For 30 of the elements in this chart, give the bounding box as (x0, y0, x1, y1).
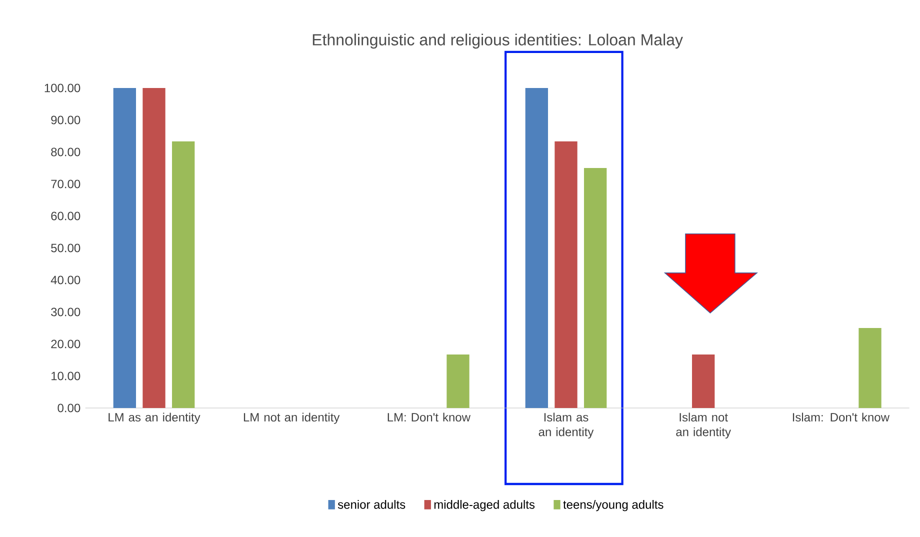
y-tick-label: 30.00 (51, 308, 80, 316)
y-tick-label: 80.00 (51, 148, 80, 156)
bar (525, 88, 548, 408)
legend-label: senior adults (338, 500, 406, 509)
bar (692, 354, 715, 408)
x-tick-label: LM not an identity (244, 412, 340, 424)
x-tick-label: Islam not an identity (676, 412, 731, 438)
y-tick-label: 70.00 (51, 180, 80, 188)
chart-title: Ethnolinguistic and religious identities: Loloan Malay (312, 34, 683, 48)
bar (446, 354, 470, 408)
x-tick-label: Islam: Don't know (792, 412, 890, 422)
bar (858, 328, 882, 408)
y-tick-label: 20.00 (51, 340, 80, 348)
x-tick-label: LM: Don't know (388, 412, 471, 422)
bar (584, 168, 607, 408)
y-tick-label: 0.00 (58, 404, 80, 412)
y-tick-label: 10.00 (52, 372, 80, 380)
legend-label: teens/young adults (563, 500, 664, 512)
x-tick-label: LM as an identity (108, 412, 200, 424)
x-tick-label: Islam as an identity (538, 412, 594, 438)
y-tick-label: 40.00 (50, 276, 80, 284)
y-tick-label: 50.00 (51, 244, 80, 252)
y-tick-label: 90.00 (51, 116, 80, 124)
y-tick-label: 100.00 (44, 84, 80, 92)
bar (172, 141, 195, 408)
legend-label: middle-aged adults (434, 500, 535, 512)
bar (142, 88, 166, 408)
bar (554, 141, 578, 408)
y-tick-label: 60.00 (51, 212, 80, 220)
bar (113, 88, 136, 408)
